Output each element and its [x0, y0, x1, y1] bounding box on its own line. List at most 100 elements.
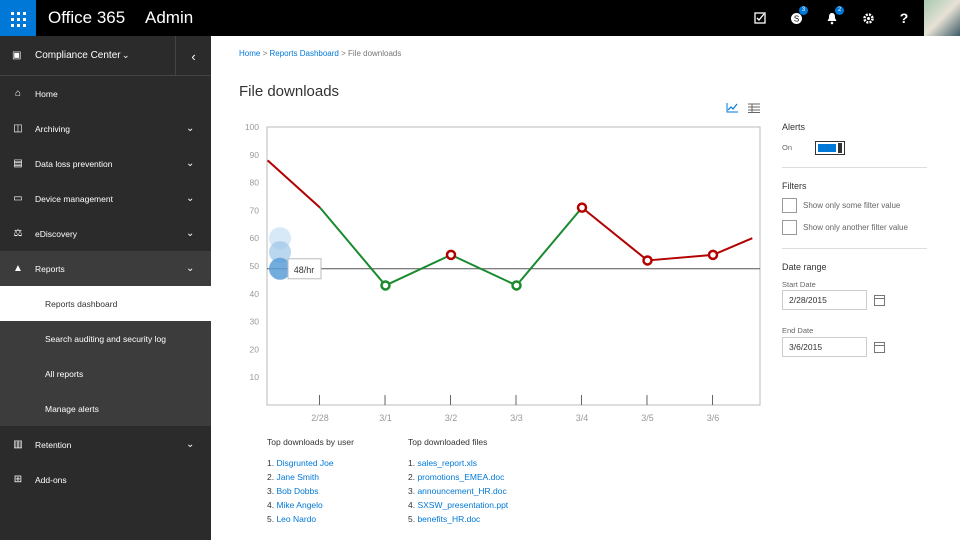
- user-link[interactable]: Disgrunted Joe: [276, 458, 334, 468]
- breadcrumb-separator: >: [262, 49, 268, 58]
- filter-checkbox-2[interactable]: [782, 220, 797, 235]
- brand-name[interactable]: Office 365: [48, 8, 126, 27]
- file-downloads-chart: 10 20 30 40 50 60 70 80 90 100 2/28 3/1 3/2 3/3 3/4 3/5…: [245, 122, 761, 423]
- avatar[interactable]: [924, 0, 960, 36]
- home-icon: ⌂: [14, 88, 22, 99]
- start-date-input[interactable]: 2/28/2015: [782, 290, 867, 310]
- section-name: Admin: [145, 8, 194, 27]
- top-users-title: Top downloads by user: [267, 437, 354, 447]
- data-point: [576, 202, 588, 213]
- top-files-title: Top downloaded files: [408, 437, 488, 447]
- top-downloaded-files: Top downloaded files 1. sales_report.xls…: [408, 437, 508, 526]
- list-item: 4. Mike Angelo: [267, 500, 323, 510]
- chevron-up-icon[interactable]: ⌄: [186, 263, 195, 274]
- x-tick-label: 3/1: [379, 413, 392, 423]
- file-link[interactable]: SXSW_presentation.ppt: [417, 500, 509, 510]
- sidebar-item-retention[interactable]: ▥ Retention ⌄: [0, 427, 211, 462]
- end-date-input[interactable]: 3/6/2015: [782, 337, 867, 357]
- file-link[interactable]: benefits_HR.doc: [417, 514, 481, 524]
- dlp-icon: ▤: [13, 158, 23, 169]
- collapse-sidebar-icon[interactable]: ‹: [175, 36, 211, 76]
- list-item: 5. benefits_HR.doc: [408, 514, 481, 524]
- sidebar-header[interactable]: ▣ Compliance Center ⌄ ‹: [0, 36, 211, 76]
- device-icon: ▭: [13, 193, 23, 204]
- sidebar-subitem-label: Manage alerts: [45, 403, 99, 414]
- file-link[interactable]: announcement_HR.doc: [417, 486, 507, 496]
- line-chart-view-icon[interactable]: [726, 103, 742, 116]
- sidebar-item-add-ons[interactable]: ⊞ Add-ons: [0, 462, 211, 497]
- top-bar: Office 365 Admin S 3 2 ?: [0, 0, 960, 36]
- skype-badge: 3: [799, 6, 808, 15]
- app-launcher-icon[interactable]: [0, 0, 36, 36]
- divider: [782, 167, 927, 168]
- threshold-handle: [269, 257, 291, 280]
- chevron-down-icon[interactable]: ⌄: [186, 123, 195, 134]
- user-link[interactable]: Leo Nardo: [276, 514, 317, 524]
- sidebar-item-label: Device management: [35, 193, 113, 204]
- top-downloads-by-user: Top downloads by user 1. Disgrunted Joe …: [267, 437, 354, 526]
- user-link[interactable]: Jane Smith: [276, 472, 319, 482]
- end-date-label: End Date: [782, 326, 814, 335]
- series-line: [319, 206, 387, 287]
- sidebar-item-device-management[interactable]: ▭ Device management ⌄: [0, 181, 211, 216]
- tasks-icon[interactable]: [742, 0, 778, 36]
- gear-icon[interactable]: [850, 0, 886, 36]
- notification-badge: 2: [835, 6, 844, 15]
- sidebar-title: Compliance Center: [35, 50, 121, 61]
- list-item: 2. promotions_EMEA.doc: [408, 472, 505, 482]
- data-point: [642, 255, 653, 266]
- plot-frame: [266, 126, 761, 406]
- skype-icon[interactable]: S 3: [778, 0, 814, 36]
- breadcrumb-home[interactable]: Home: [239, 49, 261, 58]
- file-link[interactable]: sales_report.xls: [417, 458, 477, 468]
- file-link[interactable]: promotions_EMEA.doc: [417, 472, 505, 482]
- series-line: [712, 237, 753, 256]
- breadcrumb-reports-dashboard[interactable]: Reports Dashboard: [269, 49, 339, 58]
- chevron-down-icon[interactable]: ⌄: [122, 50, 130, 60]
- x-tick-label: 3/2: [445, 413, 458, 423]
- filters-label: Filters: [782, 181, 807, 191]
- threshold-tooltip: [287, 258, 322, 280]
- help-icon[interactable]: ?: [899, 10, 909, 26]
- sidebar-subitem-search-auditing[interactable]: Search auditing and security log: [0, 321, 211, 356]
- sidebar-item-archiving[interactable]: ◫ Archiving ⌄: [0, 111, 211, 146]
- user-link[interactable]: Mike Angelo: [276, 500, 323, 510]
- series-line: [515, 206, 583, 287]
- chevron-down-icon[interactable]: ⌄: [186, 439, 195, 450]
- sidebar-subitem-reports-dashboard[interactable]: Reports dashboard: [0, 286, 211, 321]
- user-link[interactable]: Bob Dobbs: [276, 486, 319, 496]
- series-line: [450, 253, 517, 287]
- list-item: 5. Leo Nardo: [267, 514, 317, 524]
- sidebar-item-ediscovery[interactable]: ⚖ eDiscovery ⌄: [0, 216, 211, 251]
- alerts-toggle[interactable]: [815, 141, 845, 155]
- data-point: [380, 280, 391, 291]
- sidebar-subitem-manage-alerts[interactable]: Manage alerts: [0, 391, 211, 426]
- threshold-tooltip-text: 48/hr: [294, 265, 315, 275]
- list-item: 1. sales_report.xls: [408, 458, 477, 468]
- retention-icon: ▥: [13, 439, 23, 450]
- filter-label-2: Show only another filter value: [803, 223, 908, 232]
- data-point: [511, 280, 522, 291]
- chevron-down-icon[interactable]: ⌄: [186, 193, 195, 204]
- start-date-label: Start Date: [782, 280, 816, 289]
- calendar-icon[interactable]: [874, 342, 885, 353]
- sidebar-item-label: Add-ons: [35, 474, 67, 485]
- sidebar-item-reports[interactable]: ▲ Reports ⌄: [0, 251, 211, 286]
- calendar-icon[interactable]: [874, 295, 885, 306]
- filter-checkbox-1[interactable]: [782, 198, 797, 213]
- bell-icon[interactable]: 2: [814, 0, 850, 36]
- archive-icon: ◫: [13, 123, 23, 134]
- sidebar-item-label: Data loss prevention: [35, 158, 113, 169]
- list-item: 3. announcement_HR.doc: [408, 486, 507, 496]
- table-view-icon[interactable]: [748, 103, 761, 116]
- chevron-down-icon[interactable]: ⌄: [186, 158, 195, 169]
- date-range-label: Date range: [782, 262, 827, 272]
- chevron-down-icon[interactable]: ⌄: [186, 228, 195, 239]
- toggle-track: [818, 144, 836, 152]
- sidebar-subitem-all-reports[interactable]: All reports: [0, 356, 211, 391]
- sidebar-item-data-loss-prevention[interactable]: ▤ Data loss prevention ⌄: [0, 146, 211, 181]
- ediscovery-icon: ⚖: [13, 228, 23, 239]
- reports-icon: ▲: [13, 263, 23, 274]
- filter-label-1: Show only some filter value: [803, 201, 901, 210]
- sidebar-item-home[interactable]: ⌂ Home: [0, 76, 211, 111]
